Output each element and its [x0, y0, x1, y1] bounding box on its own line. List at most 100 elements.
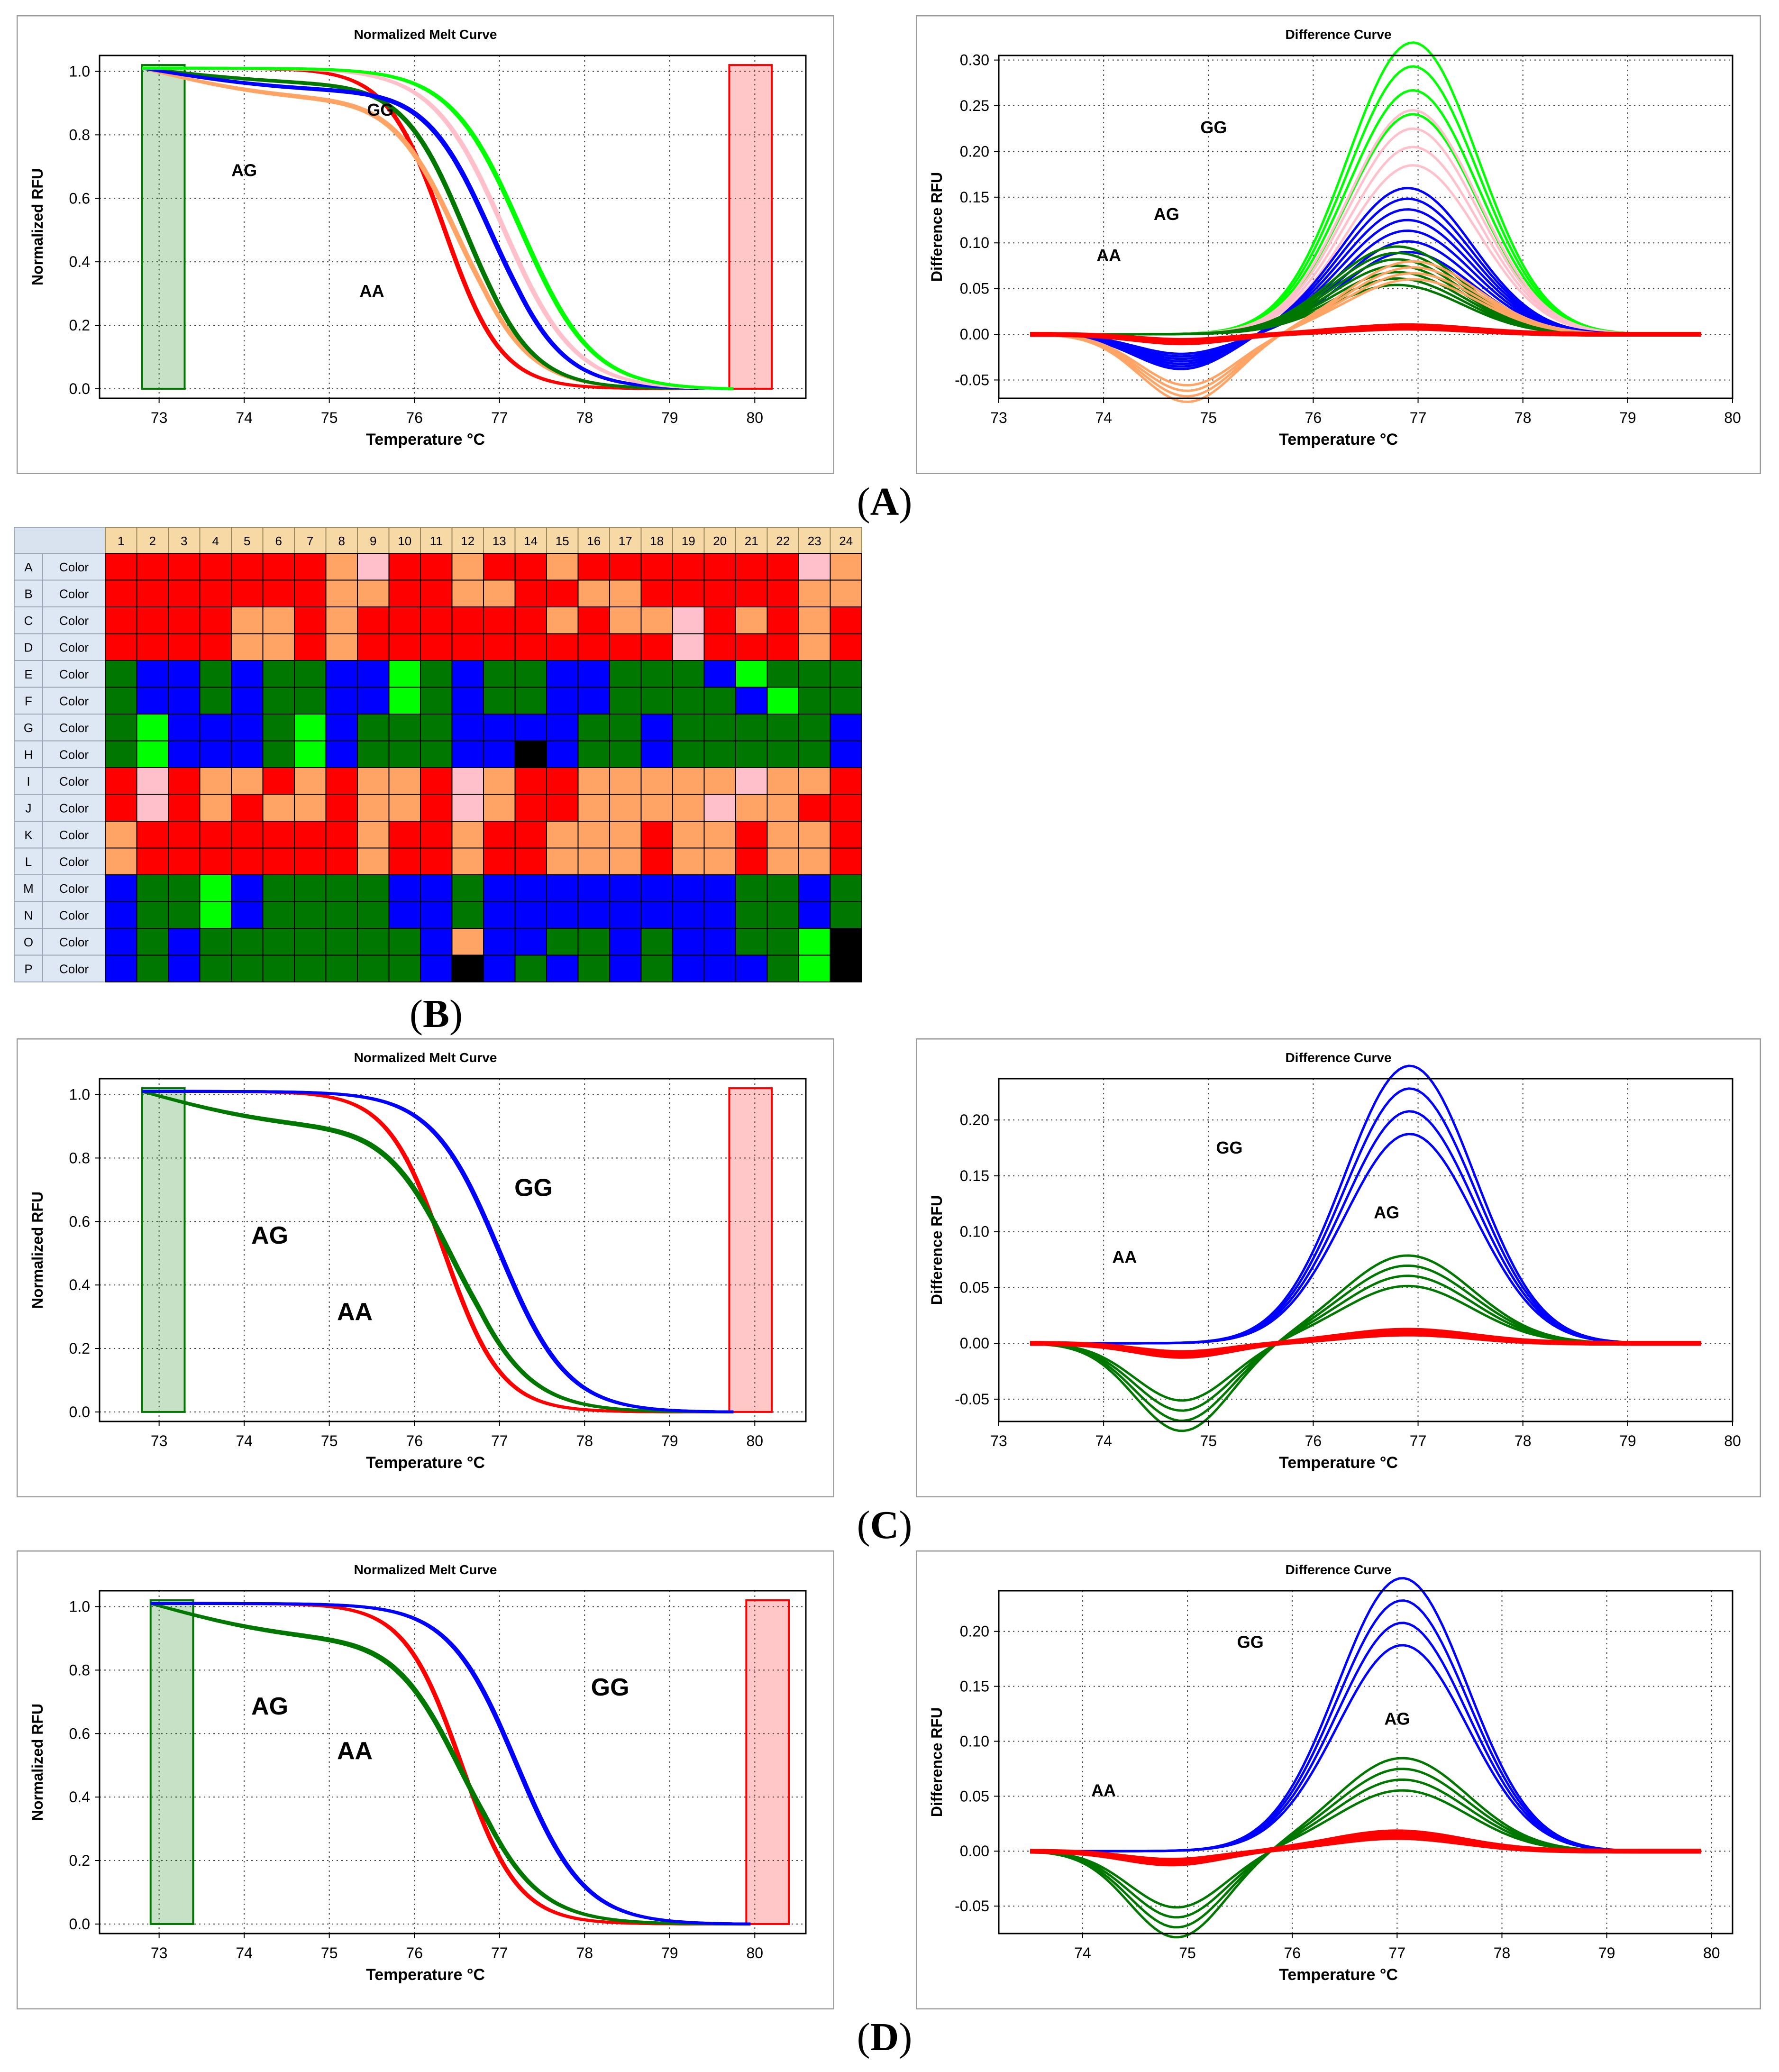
well-cell [357, 687, 390, 715]
row-type-label: Color [59, 587, 89, 601]
column-header [294, 527, 327, 554]
well-cell [672, 579, 705, 607]
well-cell [357, 740, 390, 768]
well-cell [483, 928, 516, 956]
well-cell [168, 901, 201, 929]
well-cell [325, 714, 358, 742]
well-cell [483, 954, 516, 982]
column-label: 4 [212, 534, 219, 548]
series-line [1030, 1835, 1701, 1863]
well-cell [577, 687, 610, 715]
annotation-AG: AG [1154, 204, 1179, 224]
well-cell [168, 606, 201, 634]
row-type-label: Color [59, 748, 89, 762]
annotation-GG: GG [1216, 1138, 1243, 1157]
well-cell [672, 767, 705, 795]
row-type-cell [42, 740, 106, 768]
well-cell [609, 794, 642, 822]
y-tick-label: -0.05 [955, 1898, 989, 1915]
well-cell [451, 794, 484, 822]
well-cell [483, 740, 516, 768]
well-cell [672, 714, 705, 742]
well-cell [136, 740, 169, 768]
well-cell [294, 767, 327, 795]
well-cell [640, 928, 673, 956]
well-cell [546, 633, 579, 661]
well-cell [766, 821, 799, 849]
x-tick-label: 78 [1514, 1432, 1532, 1449]
row-type-label: Color [59, 908, 89, 923]
row-label: K [24, 828, 33, 842]
x-tick-label: 79 [1619, 409, 1636, 426]
well-cell [703, 606, 736, 634]
well-cell [231, 660, 264, 688]
y-tick-label: 1.0 [69, 63, 90, 80]
well-cell [640, 660, 673, 688]
well-cell [672, 633, 705, 661]
annotation-AA: AA [337, 1737, 373, 1765]
header-corner [14, 527, 106, 554]
column-label: 24 [839, 534, 853, 548]
series-GG [150, 1602, 751, 1925]
well-cell [388, 901, 421, 929]
well-cell [609, 954, 642, 982]
well-cell [451, 874, 484, 902]
well-cell [388, 579, 421, 607]
well-cell [514, 767, 547, 795]
row-header [14, 687, 43, 715]
well-cell [514, 579, 547, 607]
well-cell [640, 633, 673, 661]
y-tick-label: 0.15 [960, 1678, 989, 1695]
column-label: 5 [244, 534, 250, 548]
well-cell [136, 687, 169, 715]
well-cell [231, 901, 264, 929]
well-cell [735, 928, 768, 956]
annotation-GG: GG [1237, 1632, 1264, 1652]
well-cell [262, 553, 295, 581]
well-cell [640, 687, 673, 715]
well-cell [766, 579, 799, 607]
well-cell [766, 847, 799, 875]
well-cell [105, 714, 137, 742]
well-cell [546, 901, 579, 929]
well-cell [388, 553, 421, 581]
well-cell [262, 579, 295, 607]
well-cell [672, 821, 705, 849]
well-cell [577, 874, 610, 902]
well-cell [451, 901, 484, 929]
well-cell [420, 714, 453, 742]
well-cell [735, 821, 768, 849]
well-cell [514, 874, 547, 902]
annotation-AG: AG [251, 1222, 288, 1249]
well-cell [420, 660, 453, 688]
well-cell [577, 714, 610, 742]
well-cell [514, 821, 547, 849]
row-label: C [24, 614, 33, 628]
column-label: 15 [556, 534, 569, 548]
well-cell [735, 740, 768, 768]
well-cell [199, 821, 232, 849]
well-cell [546, 794, 579, 822]
well-cell [168, 687, 201, 715]
x-tick-label: 78 [576, 1944, 593, 1962]
y-tick-label: 0.8 [69, 1661, 90, 1678]
well-cell [735, 633, 768, 661]
well-cell [105, 767, 137, 795]
well-cell [546, 660, 579, 688]
well-cell [388, 740, 421, 768]
well-cell [514, 687, 547, 715]
well-cell [168, 660, 201, 688]
x-tick-label: 79 [1619, 1432, 1636, 1449]
well-cell [609, 874, 642, 902]
well-cell [168, 714, 201, 742]
well-cell [420, 606, 453, 634]
well-cell [703, 579, 736, 607]
y-tick-label: 0.05 [960, 1279, 989, 1296]
well-cell [388, 847, 421, 875]
series-line [142, 66, 734, 390]
well-cell [640, 794, 673, 822]
well-cell [199, 579, 232, 607]
well-cell [577, 606, 610, 634]
well-cell [830, 901, 862, 929]
well-cell [357, 714, 390, 742]
